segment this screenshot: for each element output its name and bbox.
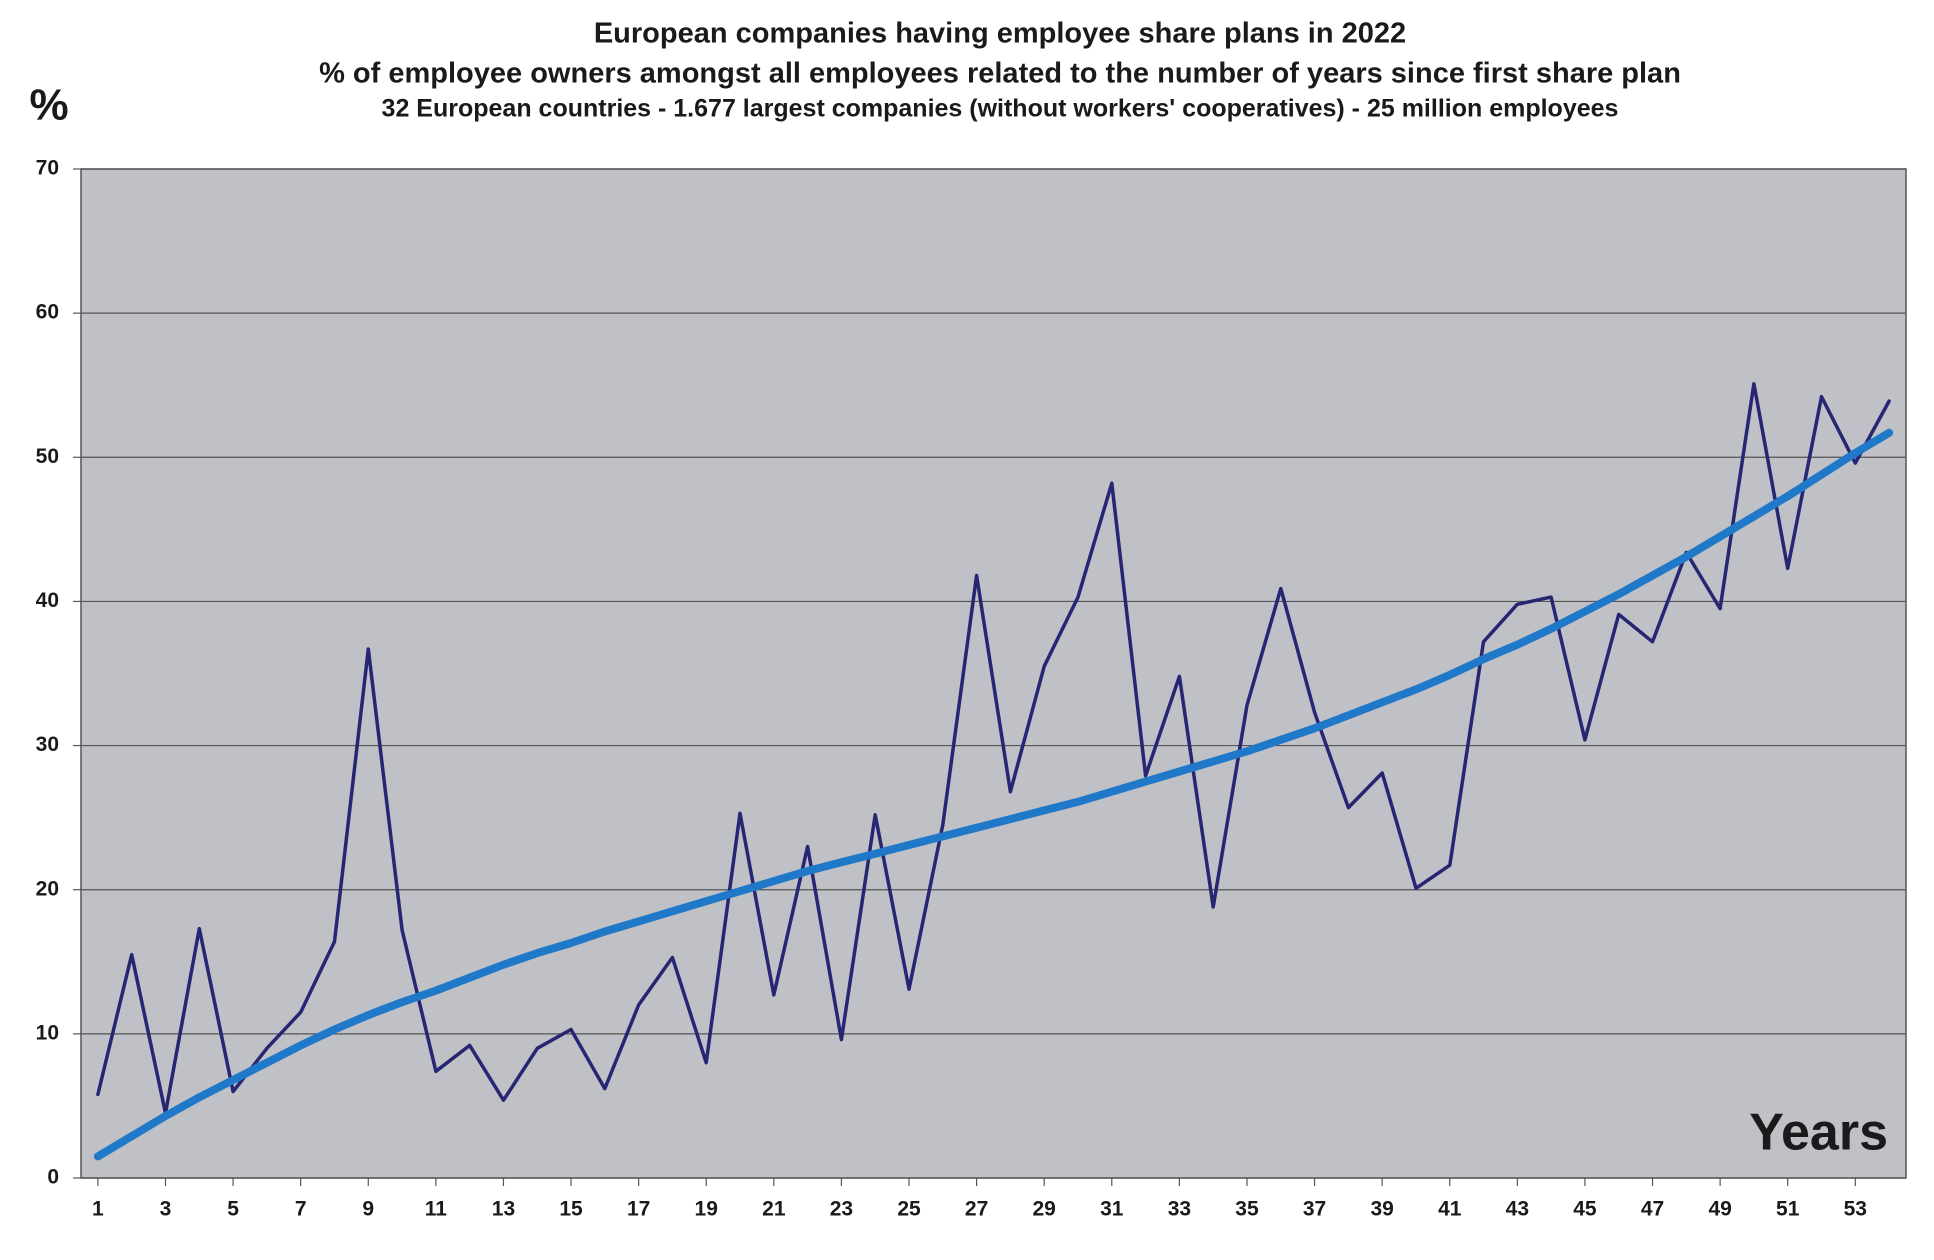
x-tick-label: 31 [1100, 1198, 1124, 1221]
x-tick-label: 13 [492, 1198, 515, 1221]
y-tick-label: 10 [36, 1021, 59, 1044]
x-tick-label: 23 [830, 1198, 853, 1221]
x-tick-label: 53 [1844, 1198, 1867, 1221]
x-tick-label: 15 [559, 1198, 583, 1221]
x-tick-label: 27 [965, 1198, 988, 1221]
trend-line [93, 428, 1894, 1161]
x-tick-label: 25 [897, 1198, 921, 1221]
x-tick-label: 51 [1776, 1198, 1800, 1221]
x-tick-label: 11 [425, 1198, 448, 1221]
x-tick-label: 5 [227, 1198, 239, 1221]
y-axis-label: % [29, 81, 68, 130]
x-tick-label: 19 [695, 1198, 718, 1221]
x-tick-label: 3 [160, 1198, 172, 1221]
y-tick-label: 40 [36, 589, 59, 612]
x-tick-label: 29 [1033, 1198, 1056, 1221]
x-tick-label: 37 [1303, 1198, 1326, 1221]
x-tick-label: 33 [1168, 1198, 1191, 1221]
x-axis-label: Years [1749, 1104, 1888, 1162]
y-tick-label: 20 [36, 877, 59, 900]
chart-title: European companies having employee share… [594, 18, 1406, 50]
x-tick-label: 49 [1708, 1198, 1731, 1221]
y-tick-label: 70 [36, 157, 59, 180]
x-tick-label: 47 [1641, 1198, 1664, 1221]
chart-subtitle: % of employee owners amongst all employe… [319, 58, 1681, 90]
x-tick-label: 9 [362, 1198, 374, 1221]
x-tick-label: 7 [295, 1198, 307, 1221]
y-tick-label: 30 [36, 733, 59, 756]
x-tick-label: 21 [762, 1198, 786, 1221]
x-tick-label: 45 [1573, 1198, 1597, 1221]
y-tick-label: 60 [36, 301, 59, 324]
x-tick-label: 41 [1438, 1198, 1462, 1221]
x-tick-label: 43 [1506, 1198, 1529, 1221]
x-tick-label: 35 [1235, 1198, 1259, 1221]
data-line [96, 382, 1891, 1115]
x-tick-label: 17 [627, 1198, 650, 1221]
chart-subtitle: 32 European countries - 1.677 largest co… [382, 95, 1619, 123]
x-tick-label: 1 [92, 1198, 104, 1221]
x-tick-label: 39 [1370, 1198, 1393, 1221]
y-tick-label: 0 [47, 1166, 59, 1189]
y-tick-label: 50 [36, 445, 59, 468]
